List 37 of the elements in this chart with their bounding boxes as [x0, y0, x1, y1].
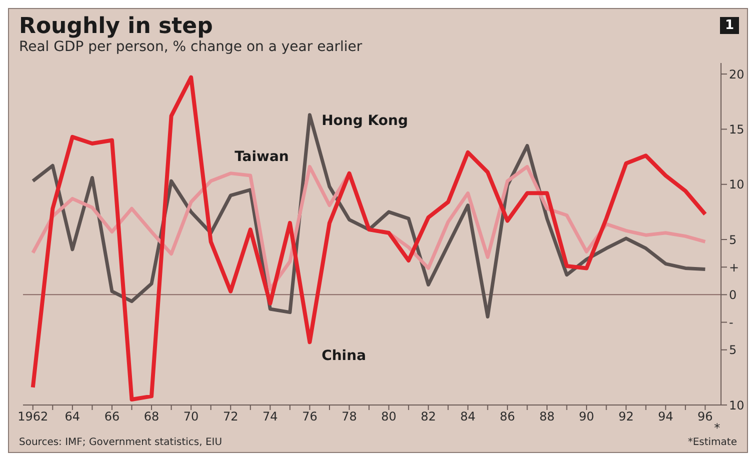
x-tick-label: 90	[578, 410, 594, 424]
x-tick-label: 82	[420, 410, 436, 424]
y-tick-label: 5	[729, 343, 737, 358]
x-tick-label: 66	[104, 410, 120, 424]
x-tick-label: 86	[500, 410, 516, 424]
y-tick-label: 15	[729, 122, 744, 136]
y-tick-label: -	[729, 316, 734, 330]
text: *Estimate	[688, 437, 737, 448]
x-tick-label: 76	[302, 410, 318, 424]
series-label: Taiwan	[234, 149, 289, 166]
y-tick-label: 5	[729, 232, 737, 247]
source-note: Sources: IMF; Government statistics, EIU	[19, 437, 222, 448]
x-tick-label: 64	[64, 410, 80, 424]
text: *	[714, 421, 720, 435]
x-tick-label: 92	[618, 410, 634, 424]
x-tick-label: 74	[262, 410, 278, 424]
x-tick-label: 96	[698, 410, 713, 424]
chart-title: Roughly in step	[19, 14, 213, 39]
x-tick-label: 72	[222, 410, 238, 424]
chart-subtitle: Real GDP per person, % change on a year earlier	[19, 39, 364, 55]
x-tick-label: 94	[658, 410, 674, 424]
series-label: China	[322, 348, 366, 364]
x-tick-label: 78	[342, 410, 357, 424]
x-tick-label: 68	[144, 410, 160, 424]
x-tick-label: 88	[539, 410, 555, 424]
y-tick-label: 10	[729, 398, 744, 412]
text: 1	[720, 17, 739, 34]
x-tick-label: 1962	[18, 410, 48, 424]
y-tick-label: 10	[729, 178, 744, 192]
x-tick-label: 84	[460, 410, 476, 424]
line-series	[30, 75, 708, 402]
x-tick-label: 70	[183, 410, 199, 424]
y-tick-label: 20	[729, 67, 744, 82]
y-tick-label: 0	[729, 288, 737, 302]
series-label: Hong Kong	[322, 112, 408, 129]
y-tick-label: +	[729, 260, 740, 274]
x-tick-label: 80	[381, 410, 396, 424]
